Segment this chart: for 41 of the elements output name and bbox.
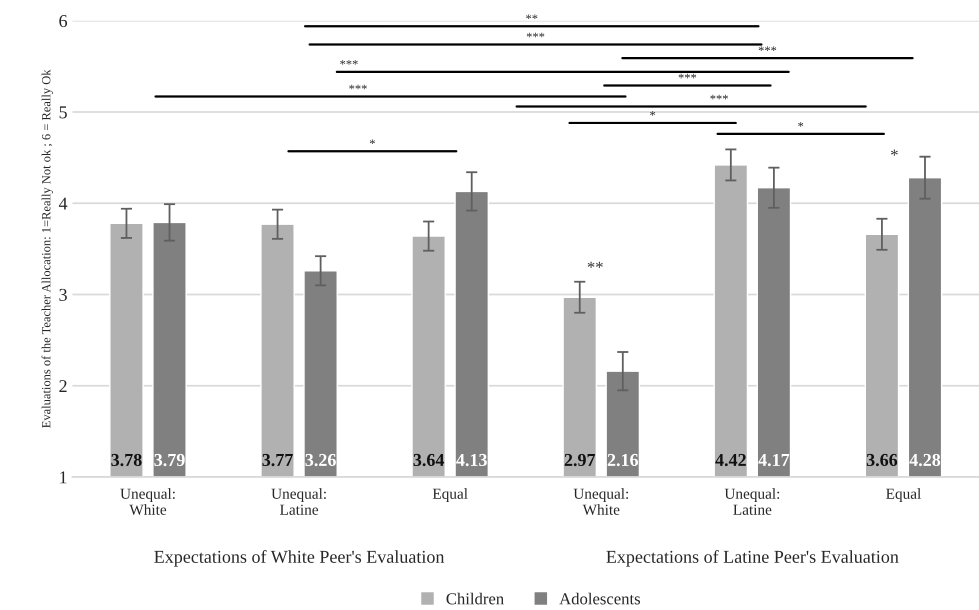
annotation: * xyxy=(798,122,804,127)
annotation: *** xyxy=(710,94,728,100)
annotation: *** xyxy=(526,32,544,38)
annotation: *** xyxy=(678,74,696,78)
data-label: 4.28 xyxy=(909,454,940,466)
data-label: 3.79 xyxy=(154,454,185,466)
x-tick-label: Unequal: White xyxy=(574,488,628,515)
annotation: *** xyxy=(340,60,358,65)
data-label: 3.78 xyxy=(111,454,142,466)
x-tick-label: Unequal: Latine xyxy=(271,488,326,515)
y-axis-title: Evaluations of the Teacher Allocation: 1=Really Not ok ; 6 = Really Ok xyxy=(42,70,53,428)
annotation: *** xyxy=(349,84,367,90)
text: Expectations of Latine Peer's Evaluation xyxy=(606,550,899,567)
x-tick-label: Equal xyxy=(432,488,468,502)
x-tick-label: Unequal: White xyxy=(120,488,175,515)
legend-label: Adolescents xyxy=(559,592,640,604)
data-label: 3.77 xyxy=(262,454,293,466)
annotation: * xyxy=(891,150,898,156)
y-tick-label: 4 xyxy=(58,198,68,210)
y-tick-label: 3 xyxy=(59,288,67,301)
annotation: * xyxy=(370,139,375,144)
annotation: ** xyxy=(588,262,603,268)
data-label: 4.13 xyxy=(456,454,487,466)
annotation: *** xyxy=(758,46,776,51)
annotation: * xyxy=(650,111,656,116)
data-label: 4.17 xyxy=(758,454,790,466)
data-label: 3.26 xyxy=(305,454,336,466)
y-tick-label: 6 xyxy=(59,15,68,28)
y-tick-label: 2 xyxy=(59,380,67,392)
data-label: 3.66 xyxy=(866,454,898,466)
text: ** xyxy=(526,14,538,20)
y-tick-label: 1 xyxy=(60,471,66,484)
data-label: 3.64 xyxy=(414,454,444,466)
x-tick-label: Unequal: Latine xyxy=(724,488,780,515)
legend-label: Children xyxy=(446,592,504,604)
text: Expectations of White Peer's Evaluation xyxy=(154,550,444,567)
y-tick-label: 5 xyxy=(60,106,67,118)
data-label: 2.97 xyxy=(564,454,596,466)
x-tick-label: Equal xyxy=(886,488,921,502)
data-label: 2.16 xyxy=(608,454,638,466)
data-label: 4.42 xyxy=(715,454,746,466)
